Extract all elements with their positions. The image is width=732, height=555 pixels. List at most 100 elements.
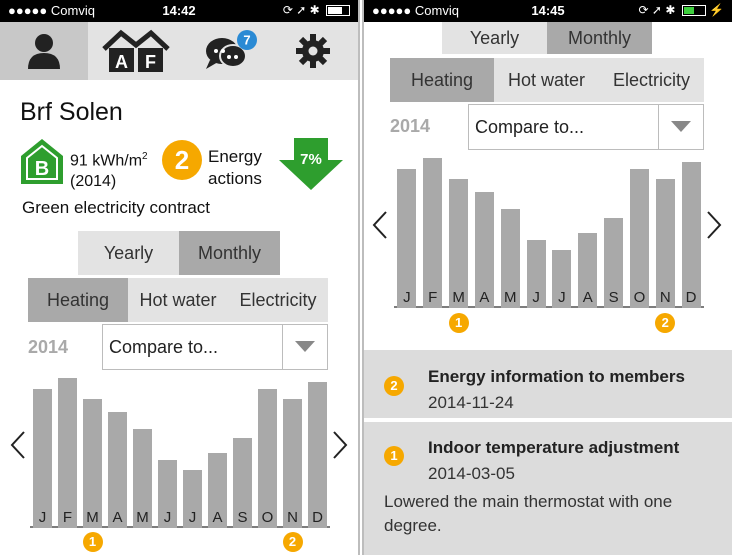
dropdown-chevron-icon [658,105,703,149]
compare-placeholder: Compare to... [109,337,219,357]
action-marker[interactable]: 2 [282,532,303,552]
status-time: 14:42 [162,3,196,18]
chevron-right-icon[interactable] [706,210,722,240]
tab-settings[interactable] [278,22,348,80]
af-letter-f: F [145,52,156,72]
status-icons: ⟳ ➚ ✱ ⚡ [638,3,724,17]
tab-energy-class[interactable]: A F [96,22,176,80]
chart-bar[interactable] [681,161,701,308]
month-label: O [261,509,274,526]
chart-bar[interactable] [158,460,177,528]
main-nav: A F 7 [0,22,358,80]
chat-icon: 7 [206,30,257,69]
month-label: M [452,289,465,306]
tab-monthly[interactable]: Monthly [179,231,280,275]
chart-bar[interactable] [58,378,77,528]
chart-bar[interactable] [423,158,443,308]
building-name: Brf Solen [20,98,123,126]
energy-class-badge-icon: B [21,139,63,184]
compare-dropdown[interactable]: Compare to... [102,324,328,370]
action-marker[interactable]: 2 [655,313,676,333]
phone-screen-right: ●●●●● Comviq 14:45 ⟳ ➚ ✱ ⚡ Yearly Monthl… [362,0,732,555]
chart-bar[interactable] [83,398,102,528]
month-label: S [608,289,619,306]
feed-item[interactable]: 1 Indoor temperature adjustment 2014-03-… [364,422,732,555]
month-label: F [428,289,438,306]
chart-bar[interactable] [474,192,494,308]
gear-icon [296,34,330,68]
chart-bar[interactable] [208,453,227,528]
chart-bar[interactable] [552,250,572,308]
tab-profile[interactable] [0,22,88,80]
tab-heating[interactable]: Heating [28,278,128,322]
tab-monthly[interactable]: Monthly [547,22,652,54]
month-label: M [136,509,149,526]
chevron-left-icon[interactable] [10,430,26,460]
kwh-year: (2014) [70,173,117,191]
reduction-value: 7% [300,151,322,168]
tab-yearly[interactable]: Yearly [78,231,179,275]
af-letter-a: A [115,52,128,72]
battery-icon [681,5,706,17]
dropdown-chevron-icon [282,325,327,369]
chart-baseline [30,526,330,528]
month-label: D [312,509,323,526]
tab-heating[interactable]: Heating [390,58,494,102]
month-label: J [403,289,411,306]
month-label: F [62,509,73,526]
feed-title: Indoor temperature adjustment [428,438,680,457]
chart-bar[interactable] [655,178,675,308]
chart-bar[interactable] [449,178,469,308]
kwh-superscript: 2 [142,151,148,162]
energy-type-toggle: Heating Hot water Electricity [390,58,704,102]
chart-bar[interactable] [397,168,417,308]
compare-placeholder: Compare to... [475,117,585,137]
person-icon [28,34,60,69]
chart-bar[interactable] [578,233,598,308]
action-marker[interactable]: 1 [82,532,103,552]
month-label: O [633,289,646,306]
energy-usage: 91 kWh/m2 (2014) [70,146,148,192]
month-label: A [479,289,490,306]
tab-electricity[interactable]: Electricity [228,278,328,322]
year-label: 2014 [28,337,69,357]
year-label: 2014 [390,116,431,136]
chevron-left-icon[interactable] [372,210,388,240]
actions-label[interactable]: Energy actions [208,146,262,190]
month-label: J [38,509,47,526]
feed-badge: 2 [384,376,404,396]
chart-bar[interactable] [258,388,277,528]
action-marker[interactable]: 1 [448,313,469,333]
chart-bar[interactable] [183,470,202,528]
chart-bar[interactable] [604,217,624,308]
feed-item[interactable]: 2 Energy information to members 2014-11-… [364,350,732,418]
status-bar: ●●●●● Comviq 14:45 ⟳ ➚ ✱ ⚡ [364,0,732,22]
actions-count-badge[interactable]: 2 [162,140,202,180]
tab-electricity[interactable]: Electricity [599,58,704,102]
chat-badge: 7 [243,33,250,48]
chart-bar[interactable] [526,240,546,308]
chart-bar[interactable] [500,209,520,308]
period-toggle: Yearly Monthly [442,22,652,54]
energy-type-toggle: Heating Hot water Electricity [28,278,328,322]
chart-bar[interactable] [283,398,302,528]
chart-bar[interactable] [133,429,152,528]
chart-bar[interactable] [108,412,127,528]
compare-dropdown[interactable]: Compare to... [468,104,704,150]
tab-yearly[interactable]: Yearly [442,22,547,54]
tab-messages[interactable]: 7 [190,22,270,80]
chart-bar[interactable] [233,437,252,528]
status-bar: ●●●●● Comviq 14:42 ⟳ ➚ ✱ [0,0,358,22]
chart-bar[interactable] [629,168,649,308]
period-toggle: Yearly Monthly [78,231,280,275]
feed-title: Energy information to members [428,367,685,386]
chevron-right-icon[interactable] [332,430,348,460]
tab-hot-water[interactable]: Hot water [494,58,599,102]
tab-hot-water[interactable]: Hot water [128,278,228,322]
phone-screen-left: ●●●●● Comviq 14:42 ⟳ ➚ ✱ A F [0,0,360,555]
chart-bar[interactable] [33,388,52,528]
energy-class-letter: B [35,158,49,180]
chart-bar[interactable] [308,381,327,528]
